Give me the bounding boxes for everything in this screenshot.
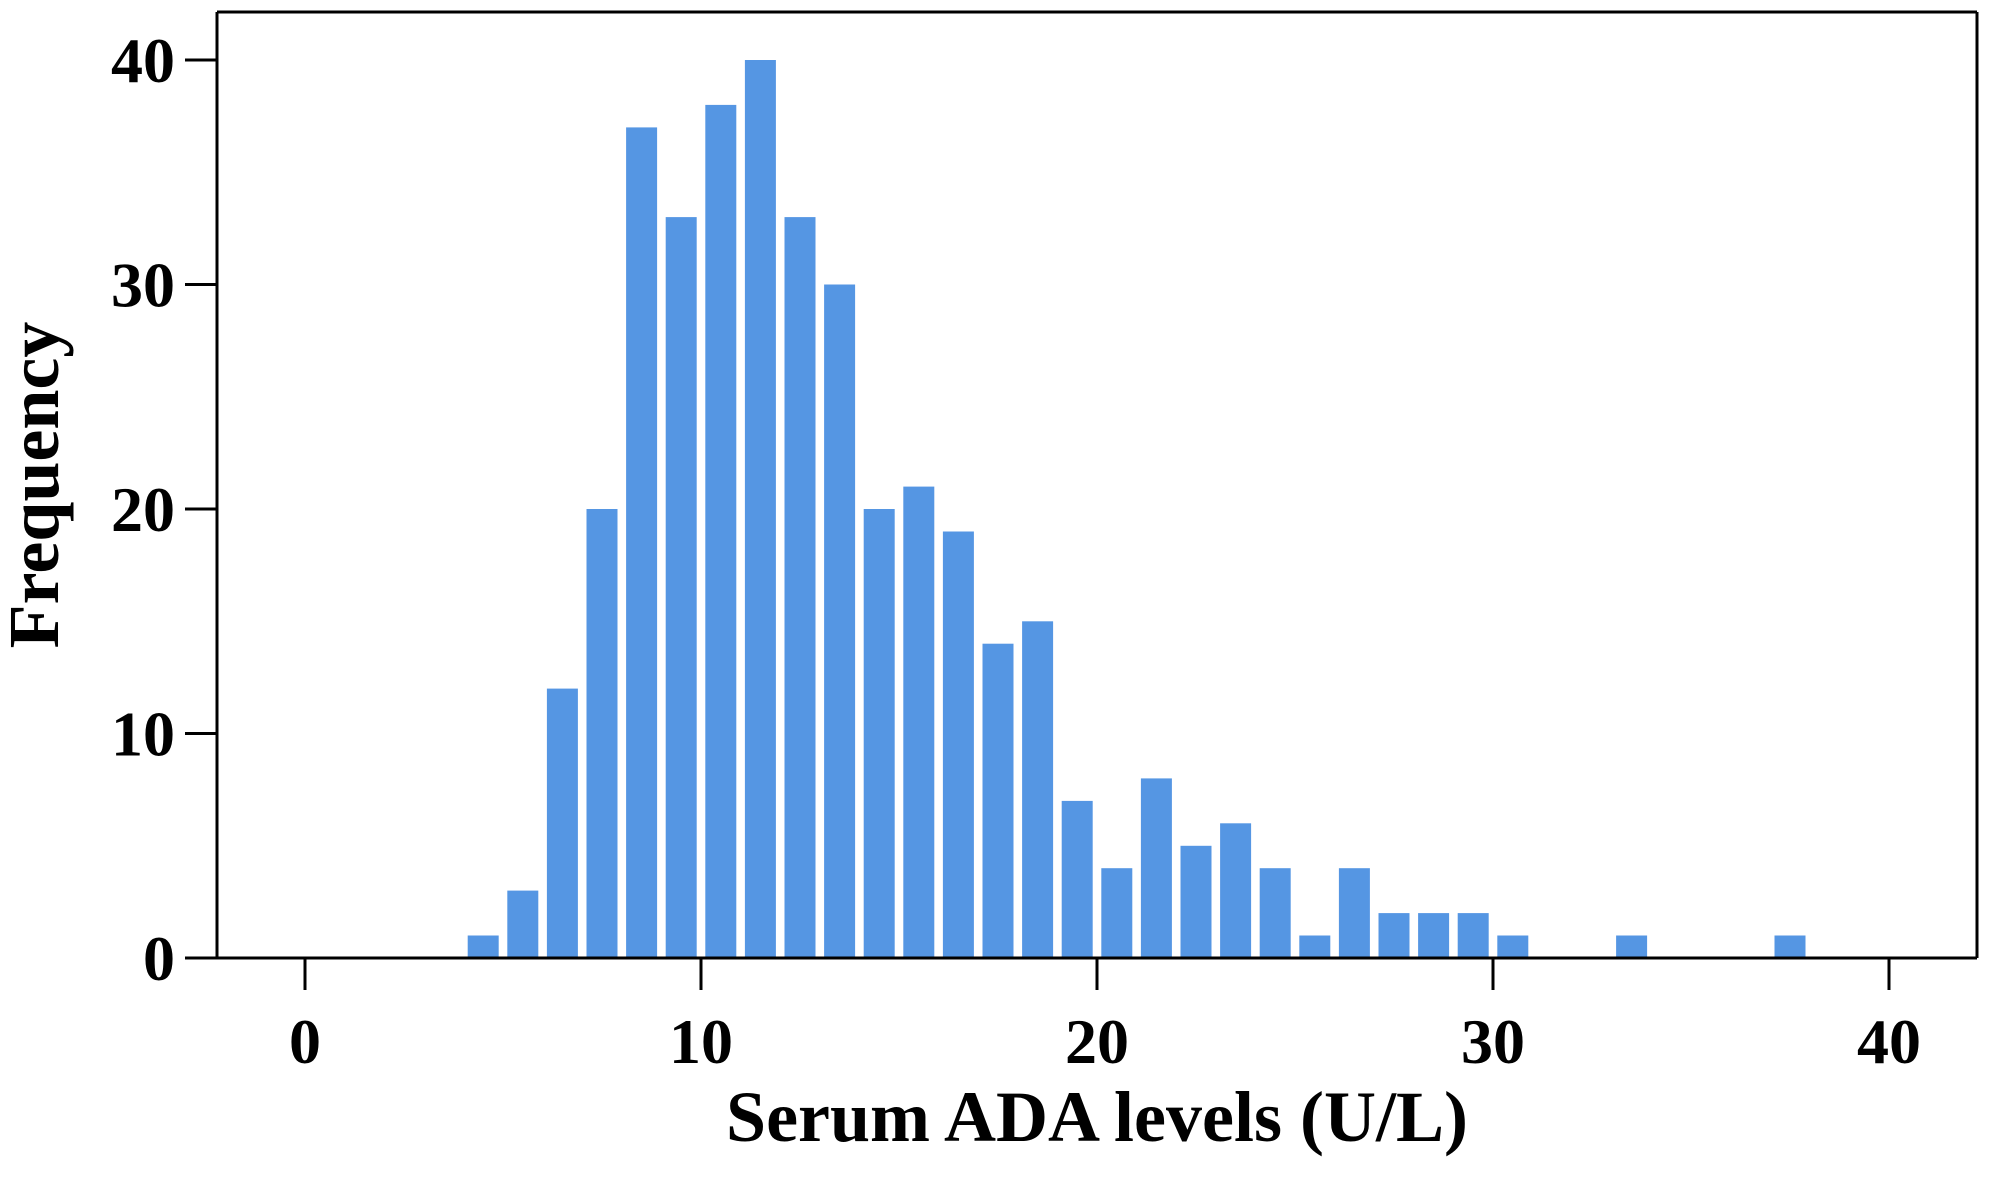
y-tick-label: 10 — [111, 699, 175, 770]
x-tick-label: 30 — [1461, 1006, 1525, 1077]
y-tick-label: 20 — [111, 474, 175, 545]
y-tick-label: 40 — [111, 25, 175, 96]
histogram-bar — [863, 509, 895, 958]
histogram-bar — [1299, 935, 1331, 958]
x-ticks: 0 10 20 30 40 — [289, 958, 1921, 1077]
histogram-bar — [1338, 868, 1370, 958]
histogram-bar — [665, 217, 697, 959]
histogram-bar — [507, 890, 539, 958]
axes-layer — [215, 10, 1979, 960]
histogram-bar — [1457, 913, 1489, 958]
histogram-bar — [546, 688, 578, 958]
histogram-bar — [1497, 935, 1529, 958]
histogram-bar — [903, 486, 935, 958]
x-tick-label: 10 — [669, 1006, 733, 1077]
histogram-bar — [586, 509, 618, 958]
bars-layer — [467, 60, 1806, 959]
y-tick-label: 0 — [143, 923, 175, 994]
histogram-bar — [784, 217, 816, 959]
y-axis-label: Frequency — [0, 322, 74, 649]
y-tick-label: 30 — [111, 250, 175, 321]
y-ticks: 0 10 20 30 40 — [111, 25, 217, 994]
x-tick-label: 20 — [1065, 1006, 1129, 1077]
histogram-bar — [942, 531, 974, 958]
histogram-bar — [1101, 868, 1133, 958]
x-tick-label: 40 — [1857, 1006, 1921, 1077]
histogram-bar — [467, 935, 499, 958]
histogram-bar — [626, 127, 658, 958]
histogram-bar — [1022, 621, 1054, 959]
histogram-bar — [744, 60, 776, 958]
histogram-bar — [1180, 845, 1212, 959]
histogram-bar — [1616, 935, 1648, 958]
histogram-bar — [705, 104, 737, 958]
x-tick-label: 0 — [289, 1006, 321, 1077]
histogram-bar — [1140, 778, 1172, 958]
x-axis-label: Serum ADA levels (U/L) — [726, 1077, 1468, 1157]
histogram-bar — [1378, 913, 1410, 958]
histogram-bar — [1774, 935, 1806, 958]
histogram-bar — [1220, 823, 1252, 958]
histogram-bar — [824, 284, 856, 958]
histogram-bar — [1418, 913, 1450, 958]
histogram-bar — [1259, 868, 1291, 958]
histogram-bar — [982, 643, 1014, 958]
histogram-bar — [1061, 800, 1093, 958]
